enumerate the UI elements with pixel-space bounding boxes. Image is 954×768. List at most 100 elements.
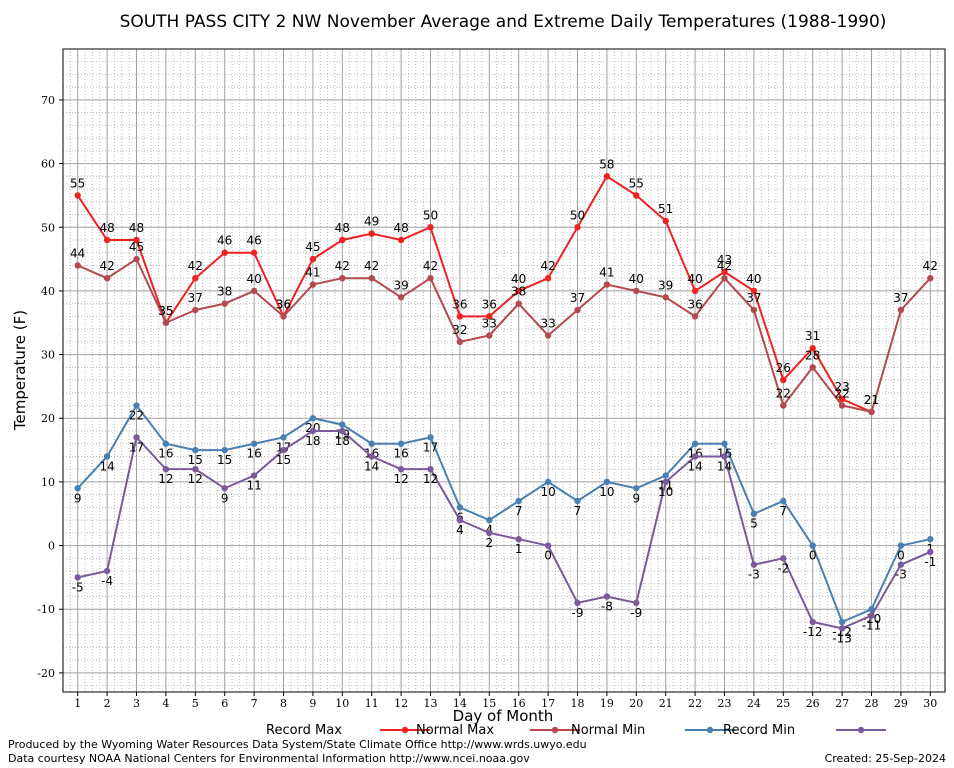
legend: Record Max Normal Max Normal Min Record Min [266, 723, 886, 738]
record-min-line [77, 429, 931, 630]
normal-min-label: 16 [158, 447, 173, 461]
record-max-label: 23 [834, 380, 849, 394]
normal-max-label: 42 [99, 259, 114, 273]
record-min-label: -13 [832, 631, 852, 645]
normal-max-point [280, 313, 287, 320]
record-min-point [162, 465, 170, 473]
record-max-label: 58 [599, 157, 614, 171]
record-min-point [309, 427, 317, 435]
record-max-point [103, 236, 111, 244]
normal-max-point [780, 402, 787, 409]
normal-min-label: 10 [540, 485, 555, 499]
record-min-point [544, 542, 552, 549]
normal-min-point [603, 478, 611, 486]
normal-max-label: 41 [305, 266, 320, 280]
record-max-label: 26 [776, 361, 791, 375]
footer-credit: Produced by the Wyoming Water Resources … [8, 738, 587, 751]
record-min-label: 12 [393, 472, 408, 486]
normal-min-point [368, 440, 375, 447]
x-tick-label: 7 [251, 697, 258, 710]
record-min-point [280, 446, 287, 454]
y-tick-label: 40 [41, 285, 55, 298]
x-tick-label: 26 [806, 697, 820, 710]
normal-max-point [750, 306, 758, 314]
x-tick-label: 8 [280, 697, 287, 710]
normal-max-label: 28 [805, 348, 820, 362]
record-max-point [515, 287, 522, 295]
record-min-point [221, 485, 228, 492]
record-min-label: 12 [158, 472, 173, 486]
legend-marker-normal-max [551, 726, 559, 734]
record-max-label: 40 [746, 272, 761, 286]
y-tick-label: -10 [37, 603, 55, 616]
record-min-point [486, 529, 493, 537]
normal-max-label: 41 [599, 266, 614, 280]
record-min-point [427, 465, 434, 473]
y-tick-label: 0 [48, 540, 55, 553]
normal-min-label: 22 [129, 409, 144, 423]
normal-max-label: 42 [923, 259, 938, 273]
x-tick-label: 17 [541, 697, 555, 710]
record-min-label: 12 [423, 472, 438, 486]
record-max-point [250, 249, 258, 256]
x-tick-label: 9 [309, 697, 316, 710]
record-max-point [633, 192, 640, 199]
record-max-point [368, 230, 375, 237]
record-min-point [515, 536, 522, 543]
y-tick-label: 20 [41, 412, 55, 425]
normal-min-line [76, 403, 931, 624]
x-tick-label: 19 [600, 697, 614, 710]
y-axis-title: Temperature (F) [11, 310, 29, 431]
normal-min-label: 15 [217, 453, 232, 467]
normal-max-point [927, 274, 934, 282]
record-max-label: 55 [629, 176, 644, 190]
record-max-point [838, 395, 846, 403]
legend-marker-normal-min [706, 726, 714, 734]
normal-min-label: 0 [809, 549, 817, 563]
record-max-point [456, 313, 464, 320]
normal-max-label: 22 [776, 387, 791, 401]
record-max-point [486, 313, 493, 320]
record-min-label: 0 [544, 549, 552, 563]
normal-min-point [544, 478, 552, 486]
record-min-label: 12 [188, 472, 203, 486]
record-min-label: -12 [803, 625, 823, 639]
normal-max-point [456, 338, 464, 346]
normal-min-label: 15 [188, 453, 203, 467]
record-max-label: 49 [364, 215, 379, 229]
normal-max-point [574, 306, 581, 314]
record-min-point [721, 453, 728, 460]
normal-max-label: 32 [452, 323, 467, 337]
normal-min-point [809, 542, 816, 549]
legend-label-record-max: Record Max [266, 723, 342, 738]
record-max-point [221, 249, 228, 256]
normal-max-point [192, 306, 199, 314]
normal-max-point [103, 274, 111, 282]
y-tick-label: 50 [41, 221, 55, 234]
record-min-label: 2 [485, 536, 493, 550]
normal-min-point [133, 402, 140, 409]
normal-max-label: 42 [364, 259, 379, 273]
y-tick-label: 70 [41, 94, 55, 107]
record-max-point [133, 236, 140, 244]
record-min-point [192, 465, 199, 473]
record-min-point [838, 625, 846, 632]
normal-min-label: 9 [632, 491, 640, 505]
normal-min-label: 16 [393, 447, 408, 461]
normal-min-point [721, 440, 728, 447]
x-tick-label: 16 [512, 697, 526, 710]
record-min-point [868, 612, 875, 619]
normal-min-label: 14 [99, 459, 114, 473]
normal-max-point [544, 332, 552, 339]
normal-max-label: 33 [540, 316, 555, 330]
normal-min-point [780, 497, 787, 505]
record-max-point [662, 217, 669, 225]
x-tick-label: 29 [894, 697, 908, 710]
x-tick-label: 11 [365, 697, 379, 710]
normal-min-label: 9 [74, 491, 82, 505]
x-tick-label: 5 [192, 697, 199, 710]
record-max-point [192, 274, 199, 282]
record-max-label: 45 [305, 240, 320, 254]
y-tick-label: 10 [41, 476, 55, 489]
